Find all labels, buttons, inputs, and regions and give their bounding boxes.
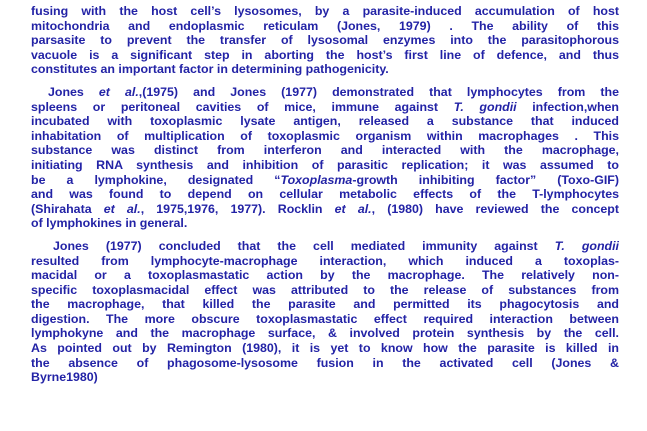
italic-term: et al. [334,201,372,216]
paragraph-gap [31,231,619,239]
paragraph-3: Jones (1977) concluded that the cell med… [31,239,619,385]
text-line: Jones et al.,(1975) and Jones (1977) dem… [48,84,619,99]
text-line: spleens or peritoneal cavities of mice, … [31,99,619,114]
italic-term: et al. [98,84,139,99]
text-line: (Shirahata et al., 1975,1976, 1977). Roc… [31,201,619,216]
paragraph-gap [31,77,619,85]
text-line: As pointed out by Remington (1980), it i… [31,341,619,356]
text-line: mitochondria and endoplasmic reticulam (… [31,18,619,33]
text-line: Byrne1980) [31,370,98,385]
text-line: resulted from lymphocyte-macrophage inte… [31,253,619,268]
text-line: parsasite to prevent the transfer of lys… [31,33,619,48]
text-line: macidal or a toxoplasmastatic action by … [31,268,619,283]
text-line: fusing with the host cell’s lysosomes, b… [31,4,619,18]
text-line: digestion. The more obscure toxoplasmast… [31,311,619,326]
text-line: the absence of phagosome-lysosome fusion… [31,355,619,370]
italic-term: et al. [103,201,141,216]
paragraph-2: Jones et al.,(1975) and Jones (1977) dem… [31,85,619,231]
paragraph-1: fusing with the host cell’s lysosomes, b… [31,4,619,77]
text-line: constitutes an important factor in deter… [31,62,389,77]
italic-term: T. gondii [453,99,517,114]
italic-term: Toxoplasma [280,172,353,187]
document-body: fusing with the host cell’s lysosomes, b… [31,4,619,385]
text-line: substance was distinct from interferon a… [31,143,619,158]
text-line: of lymphokines in general. [31,216,188,231]
italic-term: T. gondii [554,238,619,253]
text-line: the macrophage, that killed the parasite… [31,297,619,312]
text-line: Jones (1977) concluded that the cell med… [53,238,619,253]
text-line: incubated with toxoplasmic lysate antige… [31,114,619,129]
text-line: vacuole is a significant step in abortin… [31,47,619,62]
text-line: lymphokyne and the macrophage surface, &… [31,326,619,341]
text-line: inhabitation of multiplication of toxopl… [31,128,619,143]
text-line: specific toxoplasmacidal effect was attr… [31,282,619,297]
text-line: and was found to depend on cellular meta… [31,187,619,202]
text-line: initiating RNA synthesis and inhibition … [31,157,619,172]
text-line: be a lymphokine, designated “Toxoplasma-… [31,172,619,187]
